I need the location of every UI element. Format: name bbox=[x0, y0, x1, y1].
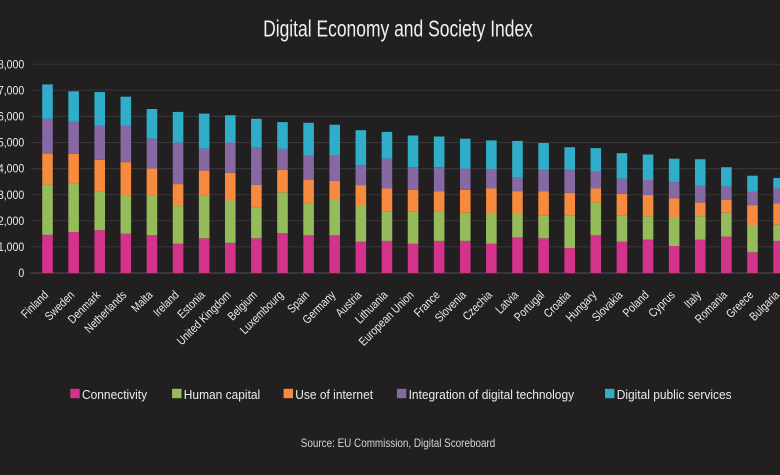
svg-text:Digital public services: Digital public services bbox=[617, 387, 732, 402]
svg-text:3,000: 3,000 bbox=[0, 189, 24, 202]
svg-text:Integration of digital technol: Integration of digital technology bbox=[409, 387, 575, 402]
svg-text:7,000: 7,000 bbox=[0, 85, 24, 98]
svg-text:Digital Economy and Society In: Digital Economy and Society Index bbox=[263, 17, 533, 42]
svg-text:5,000: 5,000 bbox=[0, 137, 24, 150]
svg-text:6,000: 6,000 bbox=[0, 111, 24, 124]
svg-text:8,000: 8,000 bbox=[0, 59, 24, 72]
svg-text:Source: EU Commission, Digital: Source: EU Commission, Digital Scoreboar… bbox=[301, 437, 495, 450]
svg-text:1,000: 1,000 bbox=[0, 241, 24, 254]
svg-text:Use of internet: Use of internet bbox=[295, 387, 373, 402]
svg-text:4,000: 4,000 bbox=[0, 163, 24, 176]
svg-text:Human capital: Human capital bbox=[184, 387, 260, 402]
svg-text:0: 0 bbox=[18, 268, 24, 281]
svg-text:2,000: 2,000 bbox=[0, 215, 24, 228]
svg-text:Connectivity: Connectivity bbox=[82, 387, 148, 402]
